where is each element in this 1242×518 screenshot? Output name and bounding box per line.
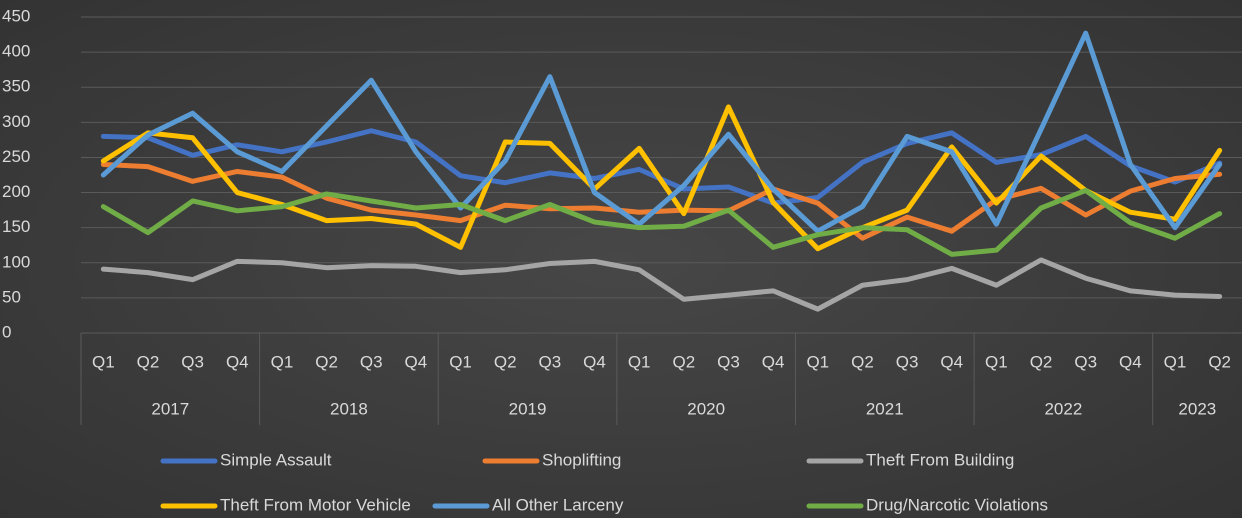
x-tick-label: Q2 bbox=[494, 352, 517, 371]
x-group-label: 2022 bbox=[1044, 399, 1082, 418]
x-tick-label: Q3 bbox=[360, 352, 383, 371]
x-tick-label: Q2 bbox=[1030, 352, 1053, 371]
y-tick-label: 400 bbox=[2, 42, 30, 61]
x-group-label: 2017 bbox=[151, 399, 189, 418]
series-line bbox=[100, 104, 1223, 252]
legend-label: Shoplifting bbox=[542, 450, 621, 469]
x-tick-label: Q1 bbox=[271, 352, 294, 371]
x-tick-label: Q1 bbox=[806, 352, 829, 371]
x-tick-label: Q2 bbox=[672, 352, 695, 371]
x-group-label: 2020 bbox=[687, 399, 725, 418]
x-tick-label: Q4 bbox=[583, 352, 606, 371]
y-tick-label: 50 bbox=[2, 287, 21, 306]
y-tick-label: 450 bbox=[2, 6, 30, 25]
legend-label: Theft From Building bbox=[866, 450, 1014, 469]
series-line bbox=[100, 257, 1223, 312]
x-tick-label: Q3 bbox=[1074, 352, 1097, 371]
y-tick-label: 150 bbox=[2, 217, 30, 236]
x-tick-label: Q4 bbox=[940, 352, 963, 371]
x-tick-label: Q2 bbox=[137, 352, 160, 371]
x-tick-label: Q1 bbox=[92, 352, 115, 371]
x-tick-label: Q4 bbox=[226, 352, 249, 371]
x-tick-label: Q2 bbox=[851, 352, 874, 371]
x-tick-label: Q3 bbox=[181, 352, 204, 371]
y-tick-label: 200 bbox=[2, 182, 30, 201]
y-tick-label: 300 bbox=[2, 112, 30, 131]
series-line bbox=[100, 30, 1223, 234]
y-tick-label: 0 bbox=[2, 322, 11, 341]
legend-label: All Other Larceny bbox=[492, 495, 624, 514]
x-tick-label: Q2 bbox=[1208, 352, 1231, 371]
y-tick-label: 250 bbox=[2, 147, 30, 166]
x-tick-label: Q1 bbox=[628, 352, 651, 371]
legend-label: Drug/Narcotic Violations bbox=[866, 495, 1048, 514]
x-tick-label: Q4 bbox=[405, 352, 428, 371]
y-tick-label: 350 bbox=[2, 77, 30, 96]
x-tick-label: Q3 bbox=[896, 352, 919, 371]
x-tick-label: Q1 bbox=[1164, 352, 1187, 371]
x-group-label: 2019 bbox=[509, 399, 547, 418]
x-group-label: 2021 bbox=[866, 399, 904, 418]
series-line bbox=[100, 161, 1223, 241]
x-group-label: 2023 bbox=[1178, 399, 1216, 418]
legend-label: Theft From Motor Vehicle bbox=[220, 495, 411, 514]
x-tick-label: Q3 bbox=[539, 352, 562, 371]
x-tick-label: Q4 bbox=[762, 352, 785, 371]
x-tick-label: Q2 bbox=[315, 352, 338, 371]
x-tick-label: Q4 bbox=[1119, 352, 1142, 371]
y-tick-label: 100 bbox=[2, 252, 30, 271]
legend-label: Simple Assault bbox=[220, 450, 332, 469]
x-tick-label: Q3 bbox=[717, 352, 740, 371]
x-group-label: 2018 bbox=[330, 399, 368, 418]
series-line bbox=[100, 187, 1223, 257]
x-tick-label: Q1 bbox=[985, 352, 1008, 371]
x-tick-label: Q1 bbox=[449, 352, 472, 371]
